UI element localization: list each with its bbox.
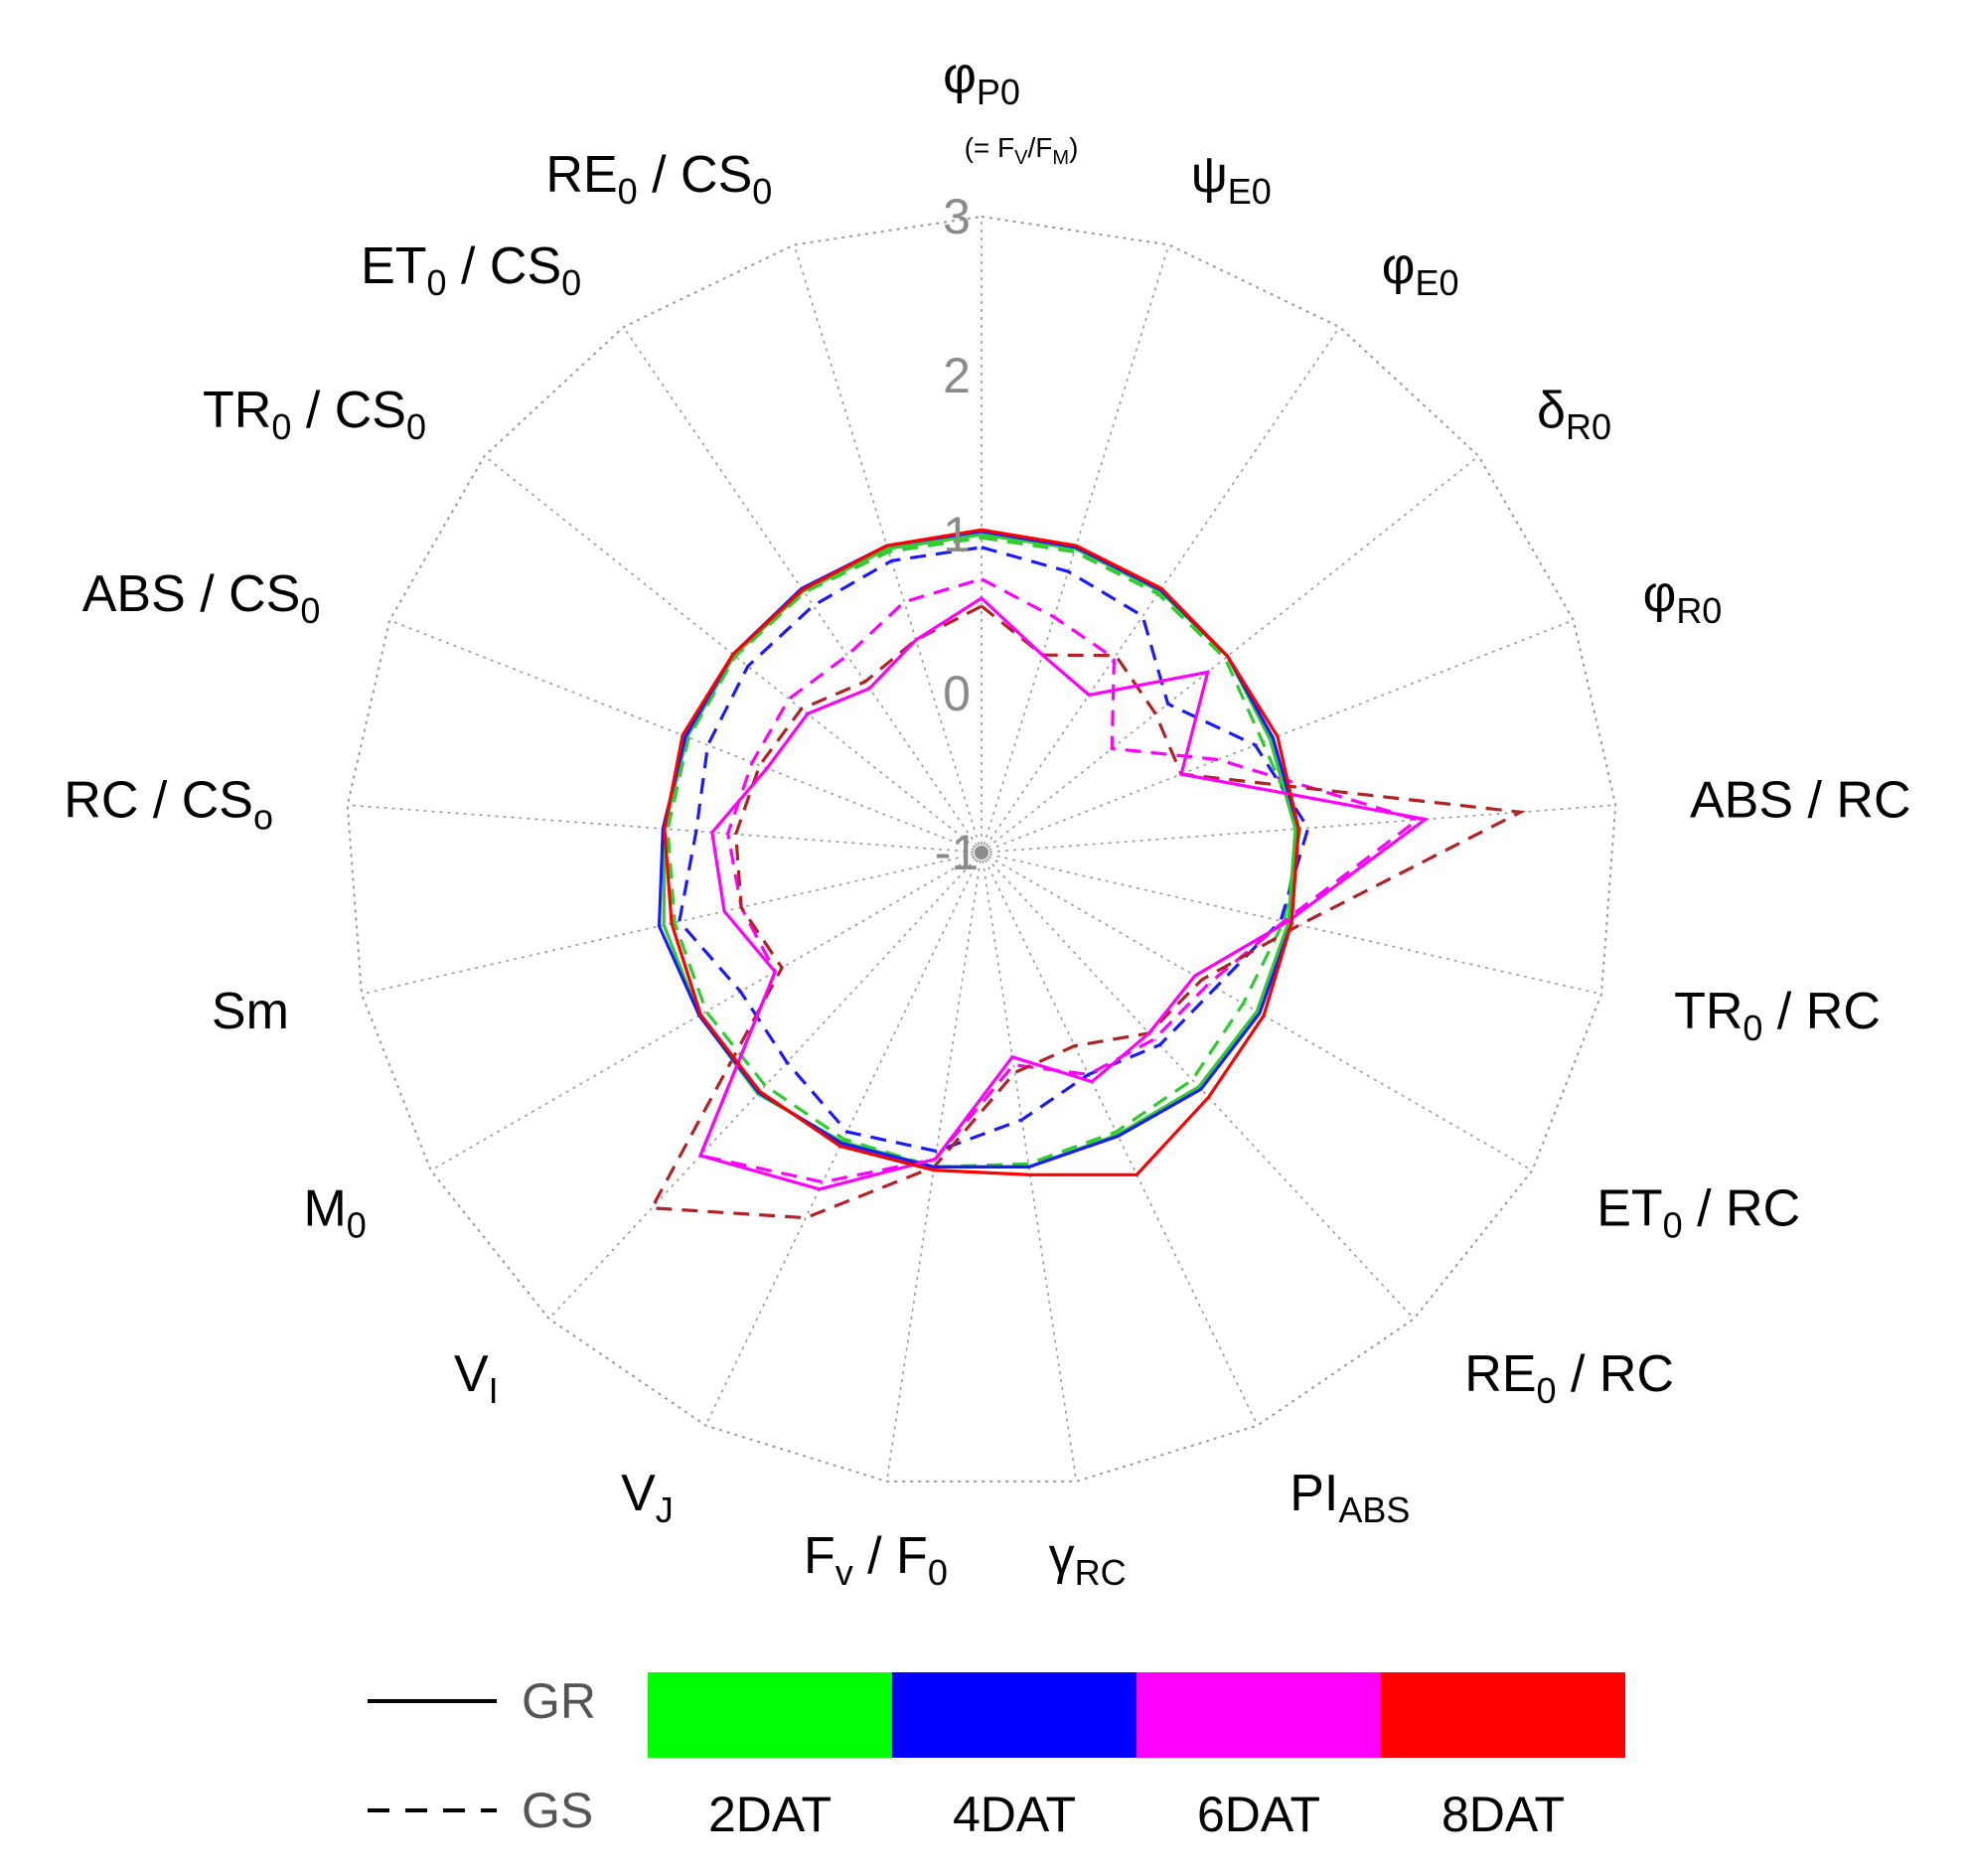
legend-label-6dat: 6DAT: [1197, 1787, 1320, 1842]
series-line-gs-6dat: [697, 577, 1422, 1184]
series-line-gr-6dat: [697, 595, 1430, 1191]
legend-label-8dat: 8DAT: [1442, 1787, 1565, 1842]
radar-spoke: [704, 852, 983, 1426]
series-line-gs-8dat: [649, 604, 1526, 1220]
axis-label: VJ: [621, 1465, 674, 1530]
radar-spoke: [981, 804, 1616, 854]
axis-label: RC / CSo: [64, 772, 273, 838]
axis-label: TR0 / CS0: [203, 382, 426, 447]
legend-swatch-6dat: [1137, 1672, 1381, 1758]
legend-swatch-4dat: [892, 1672, 1137, 1758]
axis-label: ABS / CS0: [82, 565, 321, 631]
radial-tick-label: 2: [943, 348, 971, 403]
radar-series: [649, 528, 1526, 1220]
legend-label-2dat: 2DAT: [708, 1787, 832, 1842]
radar-spoke: [622, 326, 983, 854]
axis-label-note: (= FV/FM): [965, 132, 1079, 169]
axis-label: RE0 / RC: [1464, 1345, 1674, 1411]
axis-label: Sm: [212, 983, 289, 1040]
axis-label: δR0: [1537, 382, 1611, 447]
axis-label: ET0 / CS0: [361, 237, 581, 303]
legend-swatch-8dat: [1381, 1672, 1625, 1758]
axis-label: ψE0: [1191, 146, 1272, 212]
radar-spoke: [981, 852, 1259, 1426]
legend: GR GS 2DAT 4DAT 6DAT 8DAT: [368, 1672, 1625, 1842]
radar-outer-ring: [346, 215, 1617, 1483]
axis-label: Fv / F0: [804, 1527, 948, 1593]
radar-spoke: [347, 804, 983, 854]
radar-spoke: [548, 852, 983, 1320]
axis-label: ET0 / RC: [1596, 1180, 1800, 1246]
axis-label: φE0: [1382, 237, 1459, 303]
legend-swatch-2dat: [648, 1672, 892, 1758]
axis-label: TR0 / RC: [1674, 983, 1881, 1048]
radial-tick-label: 1: [943, 507, 971, 562]
radar-center-dot: [975, 846, 988, 860]
radial-tick-label: 3: [943, 189, 971, 244]
radar-spoke: [981, 455, 1479, 854]
series-line-gr-8dat: [663, 528, 1300, 1176]
radial-tick-label: 0: [943, 666, 971, 721]
legend-label-gr: GR: [522, 1673, 596, 1729]
radar-spoke: [981, 326, 1341, 854]
radar-spoke: [430, 852, 983, 1172]
axis-label: ABS / RC: [1690, 772, 1911, 830]
series-line-gs-4dat: [678, 546, 1310, 1154]
radial-tick-label: -1: [935, 825, 979, 880]
legend-label-gs: GS: [522, 1783, 593, 1838]
axis-label: φP0: [943, 47, 1020, 112]
legend-label-4dat: 4DAT: [953, 1787, 1076, 1842]
radar-axis-labels: φP0 (= FV/FM) ψE0 φE0 δR0 φR0 ABS / RC TR0 / RC…: [64, 47, 1910, 1593]
axis-label: M0: [303, 1180, 366, 1246]
radar-grid: [346, 215, 1617, 1483]
axis-label: VI: [454, 1345, 499, 1411]
axis-label: RE0 / CS0: [545, 146, 772, 212]
radar-tick-labels: -1 0 1 2 3: [935, 189, 979, 880]
axis-label: γRC: [1049, 1527, 1127, 1593]
axis-label: φR0: [1643, 565, 1723, 631]
axis-label: PIABS: [1290, 1465, 1410, 1530]
